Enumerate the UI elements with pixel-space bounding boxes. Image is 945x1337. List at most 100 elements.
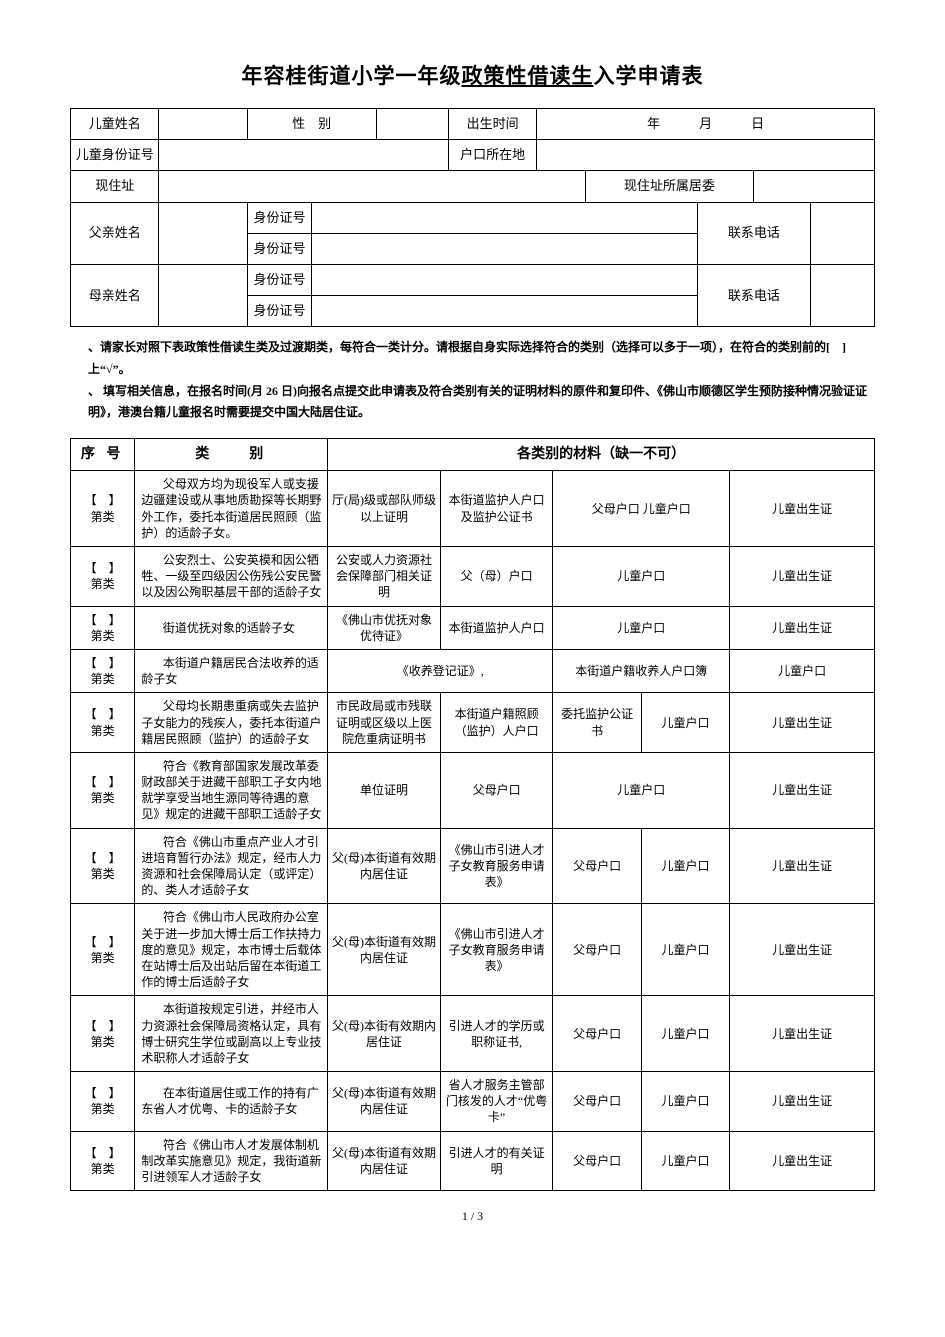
material-cell: 父(母)本街道有效期内居住证 xyxy=(328,904,441,996)
instructions: 、请家长对照下表政策性借读生类及过渡期类，每符合一类计分。请根据自身实际选择符合… xyxy=(70,337,875,423)
table-row: 【 】第类符合《教育部国家发展改革委财政部关于进藏干部职工子女内地就学享受当地生… xyxy=(71,752,875,828)
material-cell: 父(母)本街道有效期内居住证 xyxy=(328,1072,441,1132)
materials-header: 各类别的材料（缺一不可） xyxy=(328,438,875,471)
material-cell: 委托监护公证书 xyxy=(553,693,641,753)
table-header-row: 序 号 类 别 各类别的材料（缺一不可） xyxy=(71,438,875,471)
material-cell: 本街道户籍照顾（监护）人户口 xyxy=(440,693,553,753)
id-label: 身份证号 xyxy=(247,202,311,233)
title-suffix: 入学申请表 xyxy=(594,64,704,88)
material-cell: 儿童户口 xyxy=(553,752,730,828)
material-cell: 《佛山市引进人才子女教育服务申请表》 xyxy=(440,828,553,904)
table-row: 【 】第类在本街道居住或工作的持有广东省人才优粤、卡的适龄子女父(母)本街道有效… xyxy=(71,1072,875,1132)
material-cell: 父母户口 儿童户口 xyxy=(553,471,730,547)
gender-label: 性 别 xyxy=(247,109,376,140)
material-cell: 儿童户口 xyxy=(553,606,730,649)
category-desc: 在本街道居住或工作的持有广东省人才优粤、卡的适龄子女 xyxy=(135,1072,328,1132)
material-cell: 省人才服务主管部门核发的人才“优粤卡” xyxy=(440,1072,553,1132)
mother-phone-value xyxy=(810,264,874,326)
material-cell: 本街道户籍收养人户口簿 xyxy=(553,649,730,692)
material-cell: 儿童出生证 xyxy=(730,606,875,649)
material-cell: 厅(局)级或部队师级以上证明 xyxy=(328,471,441,547)
material-cell: 父(母)本街道有效期内居住证 xyxy=(328,828,441,904)
material-cell: 儿童户口 xyxy=(641,1072,729,1132)
seq-cell: 【 】第类 xyxy=(71,471,135,547)
id-label: 身份证号 xyxy=(247,233,311,264)
material-cell: 儿童户口 xyxy=(730,649,875,692)
table-row: 母亲姓名 身份证号 联系电话 xyxy=(71,264,875,295)
page-title: 年容桂街道小学一年级政策性借读生入学申请表 xyxy=(70,60,875,90)
child-name-label: 儿童姓名 xyxy=(71,109,159,140)
material-cell: 儿童户口 xyxy=(641,904,729,996)
table-row: 【 】第类公安烈士、公安英模和因公牺牲、一级至四级因公伤残公安民警以及因公殉职基… xyxy=(71,547,875,607)
seq-cell: 【 】第类 xyxy=(71,828,135,904)
hukou-label: 户口所在地 xyxy=(448,140,536,171)
title-underline: 政策性借读生 xyxy=(462,64,594,88)
material-cell: 本街道监护人户口 xyxy=(440,606,553,649)
category-desc: 父母均长期患重病或失去监护子女能力的残疾人，委托本街道户籍居民照顾（监护）的适龄… xyxy=(135,693,328,753)
phone-label: 联系电话 xyxy=(698,264,811,326)
material-cell: 父（母）户口 xyxy=(440,547,553,607)
note2: 、 填写相关信息，在报名时间(月 26 日)向报名点提交此申请表及符合类别有关的… xyxy=(88,384,867,420)
address-value xyxy=(159,171,585,202)
material-cell: 市民政局或市残联证明或区级以上医院危重病证明书 xyxy=(328,693,441,753)
material-cell: 父母户口 xyxy=(553,1072,641,1132)
category-desc: 街道优抚对象的适龄子女 xyxy=(135,606,328,649)
seq-cell: 【 】第类 xyxy=(71,752,135,828)
birth-value: 年 月 日 xyxy=(537,109,875,140)
material-cell: 公安或人力资源社会保障部门相关证明 xyxy=(328,547,441,607)
table-row: 【 】第类本街道户籍居民合法收养的适龄子女《收养登记证》,本街道户籍收养人户口簿… xyxy=(71,649,875,692)
gender-value xyxy=(376,109,448,140)
seq-header: 序 号 xyxy=(71,438,135,471)
mother-name-value xyxy=(159,264,247,326)
material-cell: 儿童出生证 xyxy=(730,752,875,828)
material-cell: 儿童户口 xyxy=(641,828,729,904)
category-desc: 父母双方均为现役军人或支援边疆建设或从事地质勘探等长期野外工作，委托本街道居民照… xyxy=(135,471,328,547)
material-cell: 儿童出生证 xyxy=(730,1131,875,1191)
material-cell: 儿童出生证 xyxy=(730,693,875,753)
seq-cell: 【 】第类 xyxy=(71,1131,135,1191)
seq-cell: 【 】第类 xyxy=(71,547,135,607)
material-cell: 本街道监护人户口及监护公证书 xyxy=(440,471,553,547)
material-cell: 儿童户口 xyxy=(641,1131,729,1191)
committee-label: 现住址所属居委 xyxy=(585,171,754,202)
id-label: 身份证号 xyxy=(247,296,311,327)
hukou-value xyxy=(537,140,875,171)
material-cell: 儿童出生证 xyxy=(730,1072,875,1132)
father-phone-value xyxy=(810,202,874,264)
father-id1-value xyxy=(312,202,698,233)
material-cell: 儿童出生证 xyxy=(730,904,875,996)
category-desc: 符合《佛山市重点产业人才引进培育暂行办法》规定，经市人力资源和社会保障局认定（或… xyxy=(135,828,328,904)
material-cell: 儿童出生证 xyxy=(730,471,875,547)
table-row: 【 】第类符合《佛山市重点产业人才引进培育暂行办法》规定，经市人力资源和社会保障… xyxy=(71,828,875,904)
material-cell: 《收养登记证》, xyxy=(328,649,553,692)
category-desc: 符合《佛山市人才发展体制机制改革实施意见》规定，我街道新引进领军人才适龄子女 xyxy=(135,1131,328,1191)
category-desc: 本街道户籍居民合法收养的适龄子女 xyxy=(135,649,328,692)
table-row: 【 】第类本街道按规定引进，并经市人力资源社会保障局资格认定，具有博士研究生学位… xyxy=(71,996,875,1072)
committee-value xyxy=(754,171,875,202)
child-id-value xyxy=(159,140,448,171)
table-row: 儿童姓名 性 别 出生时间 年 月 日 xyxy=(71,109,875,140)
material-cell: 父(母)本街有效期内居住证 xyxy=(328,996,441,1072)
title-prefix: 年容桂街道小学一年级 xyxy=(242,64,462,88)
table-row: 【 】第类父母均长期患重病或失去监护子女能力的残疾人，委托本街道户籍居民照顾（监… xyxy=(71,693,875,753)
material-cell: 儿童出生证 xyxy=(730,547,875,607)
category-header: 类 别 xyxy=(135,438,328,471)
id-label: 身份证号 xyxy=(247,264,311,295)
material-cell: 儿童出生证 xyxy=(730,828,875,904)
child-id-label: 儿童身份证号 xyxy=(71,140,159,171)
material-cell: 儿童出生证 xyxy=(730,996,875,1072)
material-cell: 儿童户口 xyxy=(553,547,730,607)
material-cell: 父母户口 xyxy=(440,752,553,828)
material-cell: 引进人才的学历或职称证书, xyxy=(440,996,553,1072)
material-cell: 父母户口 xyxy=(553,904,641,996)
seq-cell: 【 】第类 xyxy=(71,904,135,996)
father-id2-value xyxy=(312,233,698,264)
category-table: 序 号 类 别 各类别的材料（缺一不可） 【 】第类父母双方均为现役军人或支援边… xyxy=(70,438,875,1192)
mother-label: 母亲姓名 xyxy=(71,264,159,326)
child-name-value xyxy=(159,109,247,140)
material-cell: 父(母)本街道有效期内居住证 xyxy=(328,1131,441,1191)
note1: 、请家长对照下表政策性借读生类及过渡期类，每符合一类计分。请根据自身实际选择符合… xyxy=(88,340,846,376)
table-row: 现住址 现住址所属居委 xyxy=(71,171,875,202)
mother-id2-value xyxy=(312,296,698,327)
material-cell: 儿童户口 xyxy=(641,996,729,1072)
